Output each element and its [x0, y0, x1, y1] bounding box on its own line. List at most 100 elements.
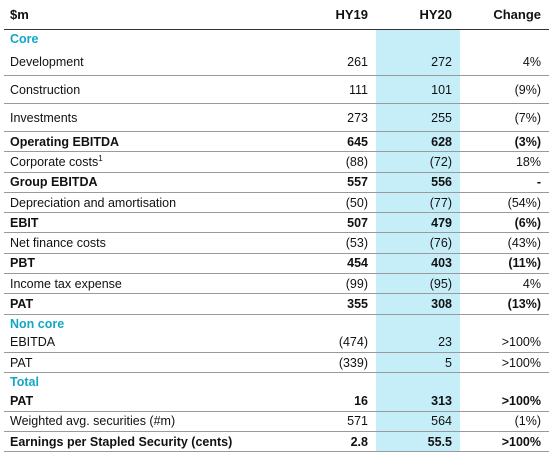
hy20-cell: (95) — [376, 273, 460, 295]
label-text: Weighted avg. securities (#m) — [10, 414, 176, 429]
label-text: Construction — [10, 82, 81, 97]
data-row: EBIT 507 479 (6%) — [4, 212, 549, 234]
label-text: Net finance costs — [10, 236, 106, 251]
change-cell: (3%) — [460, 131, 549, 153]
section-label: Non core — [10, 316, 65, 331]
hy19-cell: (99) — [296, 273, 376, 295]
hy20-cell: 55.5 — [376, 431, 460, 453]
row-label: Income tax expense — [4, 273, 296, 295]
label-text: Corporate costs — [10, 155, 99, 170]
data-row: Earnings per Stapled Security (cents) 2.8… — [4, 431, 549, 453]
change-cell: 4% — [460, 273, 549, 295]
hy20-cell: 5 — [376, 352, 460, 374]
hy20-cell: 272 — [376, 48, 460, 76]
row-label: Net finance costs — [4, 232, 296, 254]
header-row: $m HY19 HY20 Change — [4, 0, 549, 30]
section-label: Total — [10, 375, 39, 390]
hy20-cell: 313 — [376, 391, 460, 412]
header-cell: $m — [4, 0, 296, 30]
data-row: Investments 273 255 (7%) — [4, 103, 549, 132]
change-cell: (1%) — [460, 411, 549, 432]
change-cell: (6%) — [460, 212, 549, 234]
change-cell: (43%) — [460, 232, 549, 254]
hy20-cell: 479 — [376, 212, 460, 234]
row-label: EBITDA — [4, 332, 296, 353]
data-row: Depreciation and amortisation (50) (77) (54… — [4, 192, 549, 214]
row-label: EBIT — [4, 212, 296, 234]
label-text: Operating EBITDA — [10, 134, 120, 149]
hy20-cell: 308 — [376, 293, 460, 315]
section-row: Non core — [4, 314, 549, 333]
cell — [296, 314, 376, 333]
cell — [376, 29, 460, 48]
label-text: PBT — [10, 256, 35, 271]
hy19-cell: 261 — [296, 48, 376, 76]
hy19-cell: (339) — [296, 352, 376, 374]
row-label: PAT — [4, 391, 296, 412]
cell — [460, 373, 549, 392]
change-cell: >100% — [460, 391, 549, 412]
data-row: Net finance costs (53) (76) (43%) — [4, 232, 549, 254]
hy20-cell: (72) — [376, 151, 460, 173]
change-cell: (54%) — [460, 192, 549, 214]
data-row: Corporate costs1 (88) (72) 18% — [4, 151, 549, 173]
data-row: Income tax expense (99) (95) 4% — [4, 273, 549, 295]
section-row: Core — [4, 29, 549, 48]
row-label: Depreciation and amortisation — [4, 192, 296, 214]
data-row: PBT 454 403 (11%) — [4, 253, 549, 275]
row-label: PBT — [4, 253, 296, 275]
data-row: EBITDA (474) 23 >100% — [4, 332, 549, 353]
row-label: Construction — [4, 75, 296, 104]
label-text: Depreciation and amortisation — [10, 195, 177, 210]
label-text: Income tax expense — [10, 276, 122, 291]
hy19-cell: 355 — [296, 293, 376, 315]
label-text: EBIT — [10, 215, 39, 230]
hy19-cell: (88) — [296, 151, 376, 173]
label-text: PAT — [10, 355, 33, 370]
hy19-cell: 2.8 — [296, 431, 376, 453]
hy20-cell: 556 — [376, 172, 460, 193]
data-row: Construction 111 101 (9%) — [4, 75, 549, 104]
data-row: PAT 16 313 >100% — [4, 391, 549, 412]
hy20-cell: 403 — [376, 253, 460, 275]
hy20-cell: 628 — [376, 131, 460, 153]
data-row: Group EBITDA 557 556- — [4, 172, 549, 193]
section-label: Core — [10, 32, 39, 46]
hy19-cell: 507 — [296, 212, 376, 234]
section-row: Total — [4, 372, 549, 392]
hy19-cell: 645 — [296, 131, 376, 153]
cell — [296, 373, 376, 392]
row-label: Operating EBITDA — [4, 131, 296, 153]
header-cell: HY20 — [376, 0, 460, 30]
hy19-cell: 16 — [296, 391, 376, 412]
table-body: $m HY19 HY20 Change Core Development 261 27… — [4, 0, 549, 453]
data-row: PAT (339) 5 >100% — [4, 352, 549, 374]
data-row: Development 261 272 4% — [4, 48, 549, 76]
data-row: Operating EBITDA 645 628 (3%) — [4, 131, 549, 153]
hy19-cell: (53) — [296, 232, 376, 254]
header-cell: Change — [460, 0, 549, 30]
row-label: Development — [4, 48, 296, 76]
hy20-cell: (76) — [376, 232, 460, 254]
hy19-cell: (50) — [296, 192, 376, 214]
change-cell: >100% — [460, 431, 549, 453]
hy19-cell: 557 — [296, 172, 376, 193]
hy19-cell: (474) — [296, 332, 376, 353]
row-label: Investments — [4, 103, 296, 132]
label-text: Group EBITDA — [10, 175, 98, 190]
hy20-cell: 101 — [376, 75, 460, 104]
change-cell: >100% — [460, 352, 549, 374]
change-cell: (11%) — [460, 253, 549, 275]
data-row: PAT 355 308 (13%) — [4, 293, 549, 315]
label-text: Earnings per Stapled Security (cents) — [10, 434, 233, 449]
row-label: PAT — [4, 352, 296, 374]
financial-table: $m HY19 HY20 Change Core Development 261 27… — [4, 0, 549, 453]
row-label: Weighted avg. securities (#m) — [4, 411, 296, 432]
change-cell: >100% — [460, 332, 549, 353]
hy19-cell: 273 — [296, 103, 376, 132]
hy20-cell: 564 — [376, 411, 460, 432]
hy19-cell: 111 — [296, 75, 376, 104]
hy19-cell: 454 — [296, 253, 376, 275]
change-cell: (7%) — [460, 103, 549, 132]
